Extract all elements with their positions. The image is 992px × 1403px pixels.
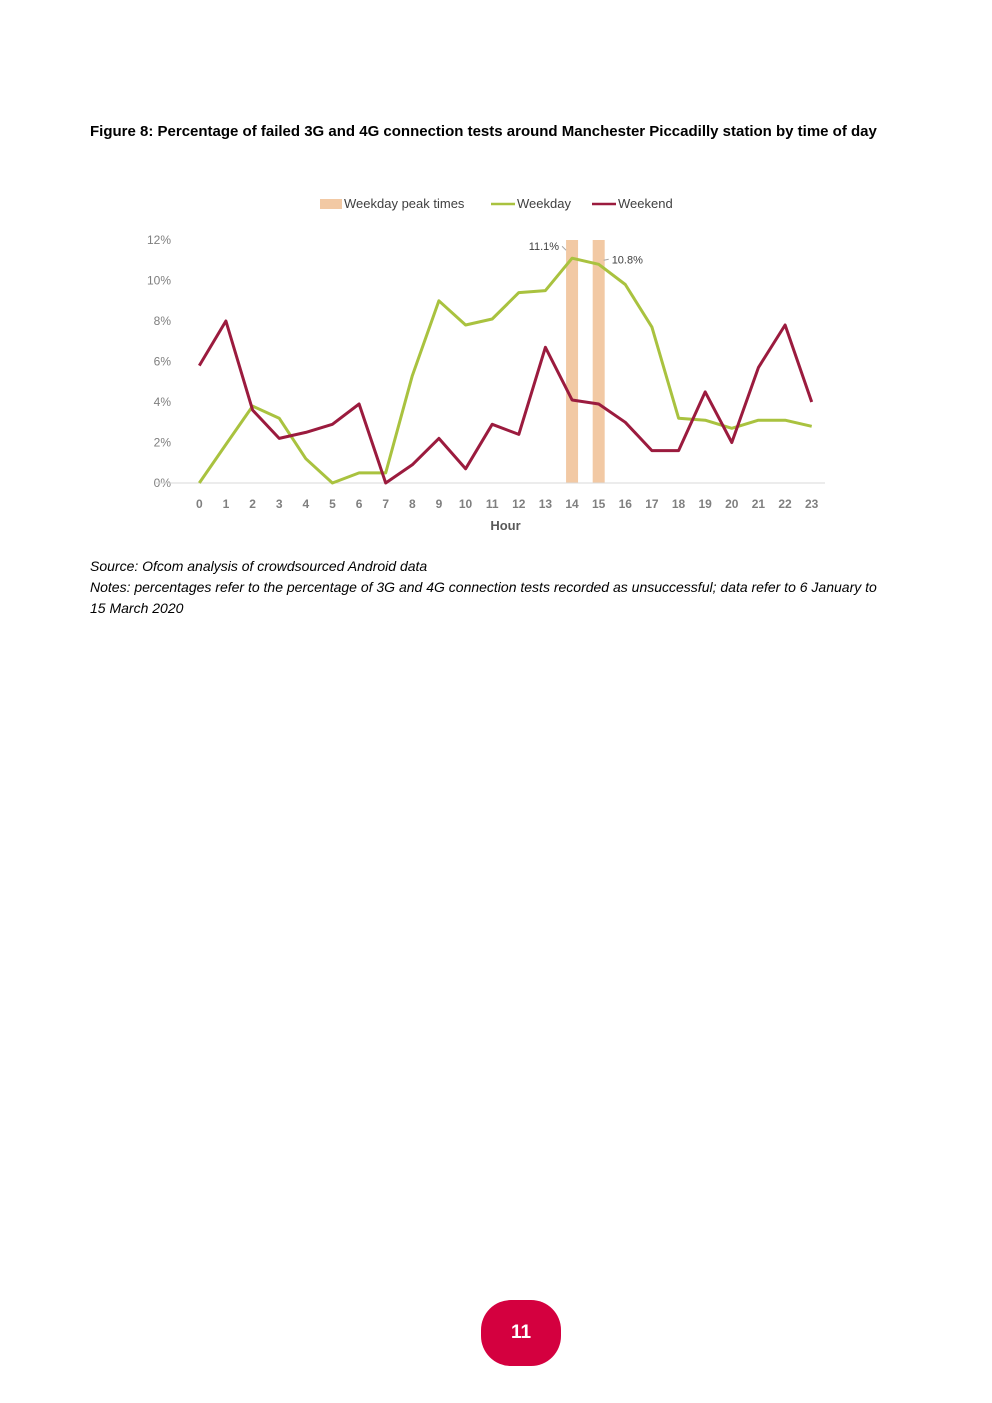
y-axis: 0%2%4%6%8%10%12%: [147, 233, 171, 490]
x-tick-label: 6: [356, 497, 363, 511]
y-tick-label: 6%: [154, 355, 172, 369]
x-tick-label: 14: [565, 497, 579, 511]
data-labels: 11.1% 10.8%: [529, 241, 643, 266]
series-line-weekend: [198, 319, 814, 485]
x-tick-label: 9: [436, 497, 443, 511]
peak-highlight-bars: [566, 240, 605, 483]
x-tick-label: 18: [672, 497, 686, 511]
x-tick-label: 8: [409, 497, 416, 511]
legend-swatch-peak: [320, 199, 342, 209]
x-tick-label: 15: [592, 497, 606, 511]
x-tick-label: 1: [223, 497, 230, 511]
x-tick-label: 17: [645, 497, 659, 511]
x-tick-label: 19: [699, 497, 713, 511]
chart-legend: Weekday peak times Weekday Weekend: [320, 196, 673, 211]
legend-label-weekend: Weekend: [618, 196, 673, 211]
y-tick-label: 2%: [154, 436, 172, 450]
series-lines: [198, 256, 814, 485]
x-tick-label: 16: [619, 497, 633, 511]
x-axis: 0 1 2 3 4 5 6 7 8 9 10 11 12 13 14 15 16 17 18 19 20 21 22 23: [156, 482, 825, 511]
x-tick-label: 20: [725, 497, 739, 511]
x-tick-label: 2: [249, 497, 256, 511]
x-tick-label: 23: [805, 497, 819, 511]
x-tick-label: 5: [329, 497, 336, 511]
x-axis-title: Hour: [490, 518, 520, 533]
notes-text: Notes: percentages refer to the percenta…: [90, 579, 877, 616]
y-tick-label: 10%: [147, 274, 171, 288]
legend-label-weekday: Weekday: [517, 196, 571, 211]
data-label: 11.1%: [529, 241, 560, 253]
series-line-weekday: [198, 256, 813, 485]
figure-notes: Source: Ofcom analysis of crowdsourced A…: [90, 556, 890, 619]
page-number-badge: 11: [481, 1300, 561, 1366]
x-tick-label: 21: [752, 497, 766, 511]
x-tick-label: 0: [196, 497, 203, 511]
x-tick-label: 10: [459, 497, 473, 511]
x-tick-label: 3: [276, 497, 283, 511]
y-tick-label: 8%: [154, 314, 172, 328]
x-tick-label: 22: [778, 497, 792, 511]
x-tick-label: 7: [382, 497, 389, 511]
x-tick-label: 11: [486, 497, 499, 511]
figure-title: Figure 8: Percentage of failed 3G and 4G…: [90, 123, 877, 140]
y-tick-label: 4%: [154, 395, 172, 409]
data-label-leader: [561, 245, 567, 251]
legend-label-peak: Weekday peak times: [344, 196, 465, 211]
source-note: Source: Ofcom analysis of crowdsourced A…: [90, 558, 428, 574]
x-tick-label: 12: [512, 497, 526, 511]
line-chart: Weekday peak times Weekday Weekend 0%2%4%6…: [147, 196, 825, 533]
peak-bar-15: [592, 240, 605, 483]
data-label: 10.8%: [612, 254, 643, 266]
x-tick-label: 13: [539, 497, 553, 511]
y-tick-label: 12%: [147, 233, 171, 247]
x-tick-label: 4: [302, 497, 309, 511]
peak-bar-14: [566, 240, 579, 483]
data-label-leader: [603, 258, 609, 261]
